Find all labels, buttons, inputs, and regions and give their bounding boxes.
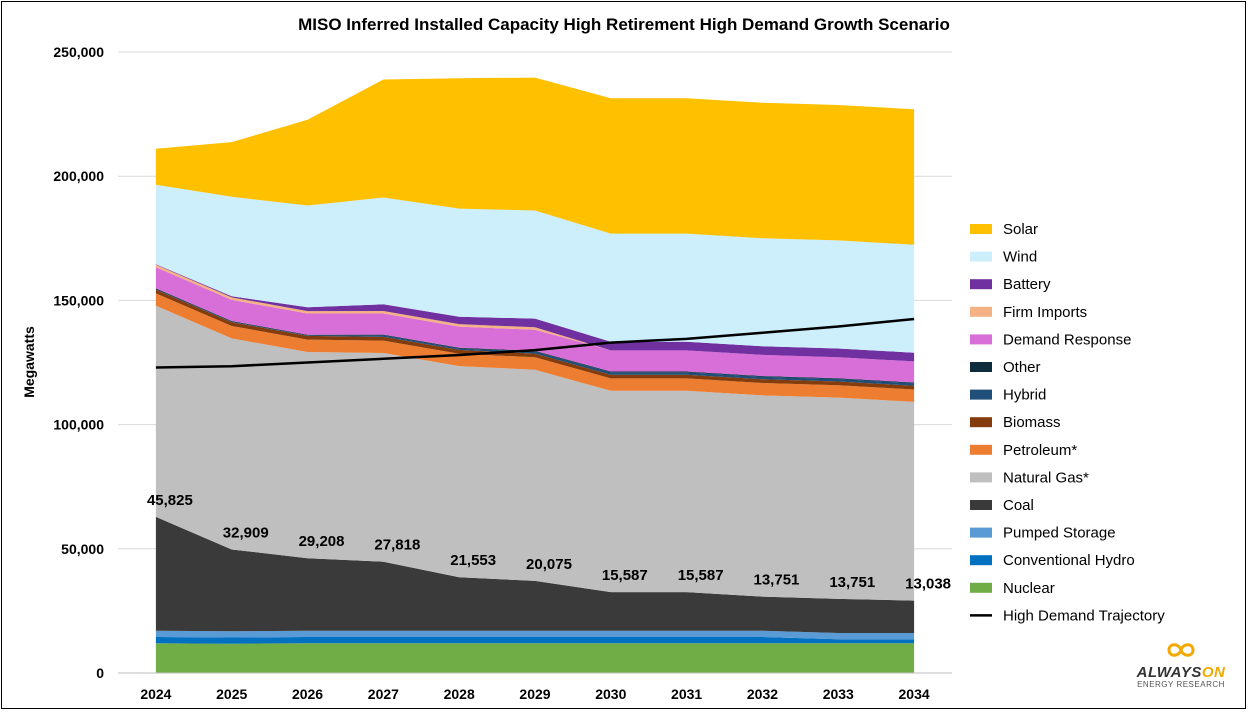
x-tick-label: 2029 xyxy=(519,686,550,702)
data-label: 20,075 xyxy=(526,556,572,573)
legend-label: Petroleum* xyxy=(1003,442,1077,459)
data-label: 13,038 xyxy=(905,576,951,593)
y-axis-label: Megawatts xyxy=(21,326,37,398)
legend-label: Other xyxy=(1003,359,1041,376)
area-solar xyxy=(155,77,915,245)
area-biomass xyxy=(155,289,915,390)
data-label: 27,818 xyxy=(374,537,420,554)
area-natural-gas xyxy=(155,305,915,601)
area-nuclear xyxy=(155,643,915,673)
x-tick-label: 2025 xyxy=(216,686,247,702)
y-tick-label: 150,000 xyxy=(53,292,104,308)
legend-swatch xyxy=(970,555,992,566)
legend-swatch xyxy=(970,224,992,234)
y-tick-label: 0 xyxy=(96,665,104,681)
legend-swatch xyxy=(970,279,992,290)
line-high-demand-trajectory xyxy=(155,317,915,369)
legend-label: Hybrid xyxy=(1003,387,1046,404)
legend-swatch xyxy=(970,334,992,345)
legend-label: Wind xyxy=(1003,249,1037,266)
legend: Solar Wind Battery Firm Imports Demand Respo… xyxy=(970,221,1165,624)
axes: 0 50,000 100,000 150,000 200,000 250,000 2024 2… xyxy=(53,44,952,702)
legend-label: Natural Gas* xyxy=(1003,469,1089,486)
legend-swatch xyxy=(970,582,992,593)
legend-label: Nuclear xyxy=(1003,580,1055,597)
legend-swatch xyxy=(970,527,992,538)
y-tick-label: 50,000 xyxy=(61,541,104,557)
infinity-icon xyxy=(1167,643,1195,657)
x-tick-label: 2032 xyxy=(747,686,778,702)
area-petroleum xyxy=(155,293,915,402)
data-labels: 45,825 32,909 29,208 27,818 21,553 20,075 15,5… xyxy=(147,492,951,593)
legend-swatch xyxy=(970,306,992,317)
data-label: 32,909 xyxy=(223,525,269,542)
legend-swatch xyxy=(970,472,992,483)
data-label: 15,587 xyxy=(602,567,648,584)
legend-label: Coal xyxy=(1003,497,1034,514)
y-tick-label: 200,000 xyxy=(53,168,104,184)
x-tick-label: 2033 xyxy=(823,686,854,702)
data-label: 15,587 xyxy=(678,567,724,584)
x-tick-label: 2026 xyxy=(292,686,323,702)
x-tick-label: 2030 xyxy=(595,686,626,702)
x-tick-label: 2034 xyxy=(899,686,930,702)
chart-title: MISO Inferred Installed Capacity High Re… xyxy=(298,15,950,34)
area-battery xyxy=(155,264,915,362)
logo-brand: ALWAYSON xyxy=(1135,665,1227,680)
legend-label: Solar xyxy=(1003,221,1038,238)
legend-label: Demand Response xyxy=(1003,331,1131,348)
legend-swatch xyxy=(970,362,992,372)
data-label: 29,208 xyxy=(299,533,345,550)
logo-brand-b: ON xyxy=(1201,664,1226,681)
data-label: 13,751 xyxy=(829,574,875,591)
logo-brand-a: ALWAYS xyxy=(1136,664,1202,681)
area-demand-response xyxy=(155,267,915,383)
area-series-group xyxy=(155,77,915,673)
legend-label: Battery xyxy=(1003,276,1051,293)
data-label: 45,825 xyxy=(147,492,193,509)
alwayson-logo: ALWAYSON ENERGY RESEARCH xyxy=(1135,640,1227,698)
area-pumped-storage xyxy=(155,630,915,640)
legend-label: High Demand Trajectory xyxy=(1003,607,1165,624)
y-tick-label: 100,000 xyxy=(53,417,104,433)
x-tick-label: 2031 xyxy=(671,686,702,702)
x-tick-label: 2027 xyxy=(368,686,399,702)
legend-label: Conventional Hydro xyxy=(1003,552,1135,569)
area-firm-imports xyxy=(155,264,915,362)
y-tick-label: 250,000 xyxy=(53,44,104,60)
area-conventional-hydro xyxy=(155,637,915,644)
legend-label: Biomass xyxy=(1003,414,1061,431)
legend-swatch xyxy=(970,251,992,262)
x-tick-label: 2028 xyxy=(444,686,475,702)
legend-swatch xyxy=(970,389,992,400)
legend-swatch xyxy=(970,444,992,455)
data-label: 13,751 xyxy=(754,572,800,589)
data-label: 21,553 xyxy=(450,552,496,569)
area-wind xyxy=(155,184,915,353)
logo-subtitle: ENERGY RESEARCH xyxy=(1137,680,1225,689)
legend-label: Firm Imports xyxy=(1003,304,1087,321)
area-coal xyxy=(155,516,915,633)
legend-swatch xyxy=(970,500,992,510)
legend-label: Pumped Storage xyxy=(1003,525,1116,542)
legend-swatch xyxy=(970,417,992,428)
x-tick-label: 2024 xyxy=(140,686,171,702)
trajectory-line-group xyxy=(155,317,915,369)
